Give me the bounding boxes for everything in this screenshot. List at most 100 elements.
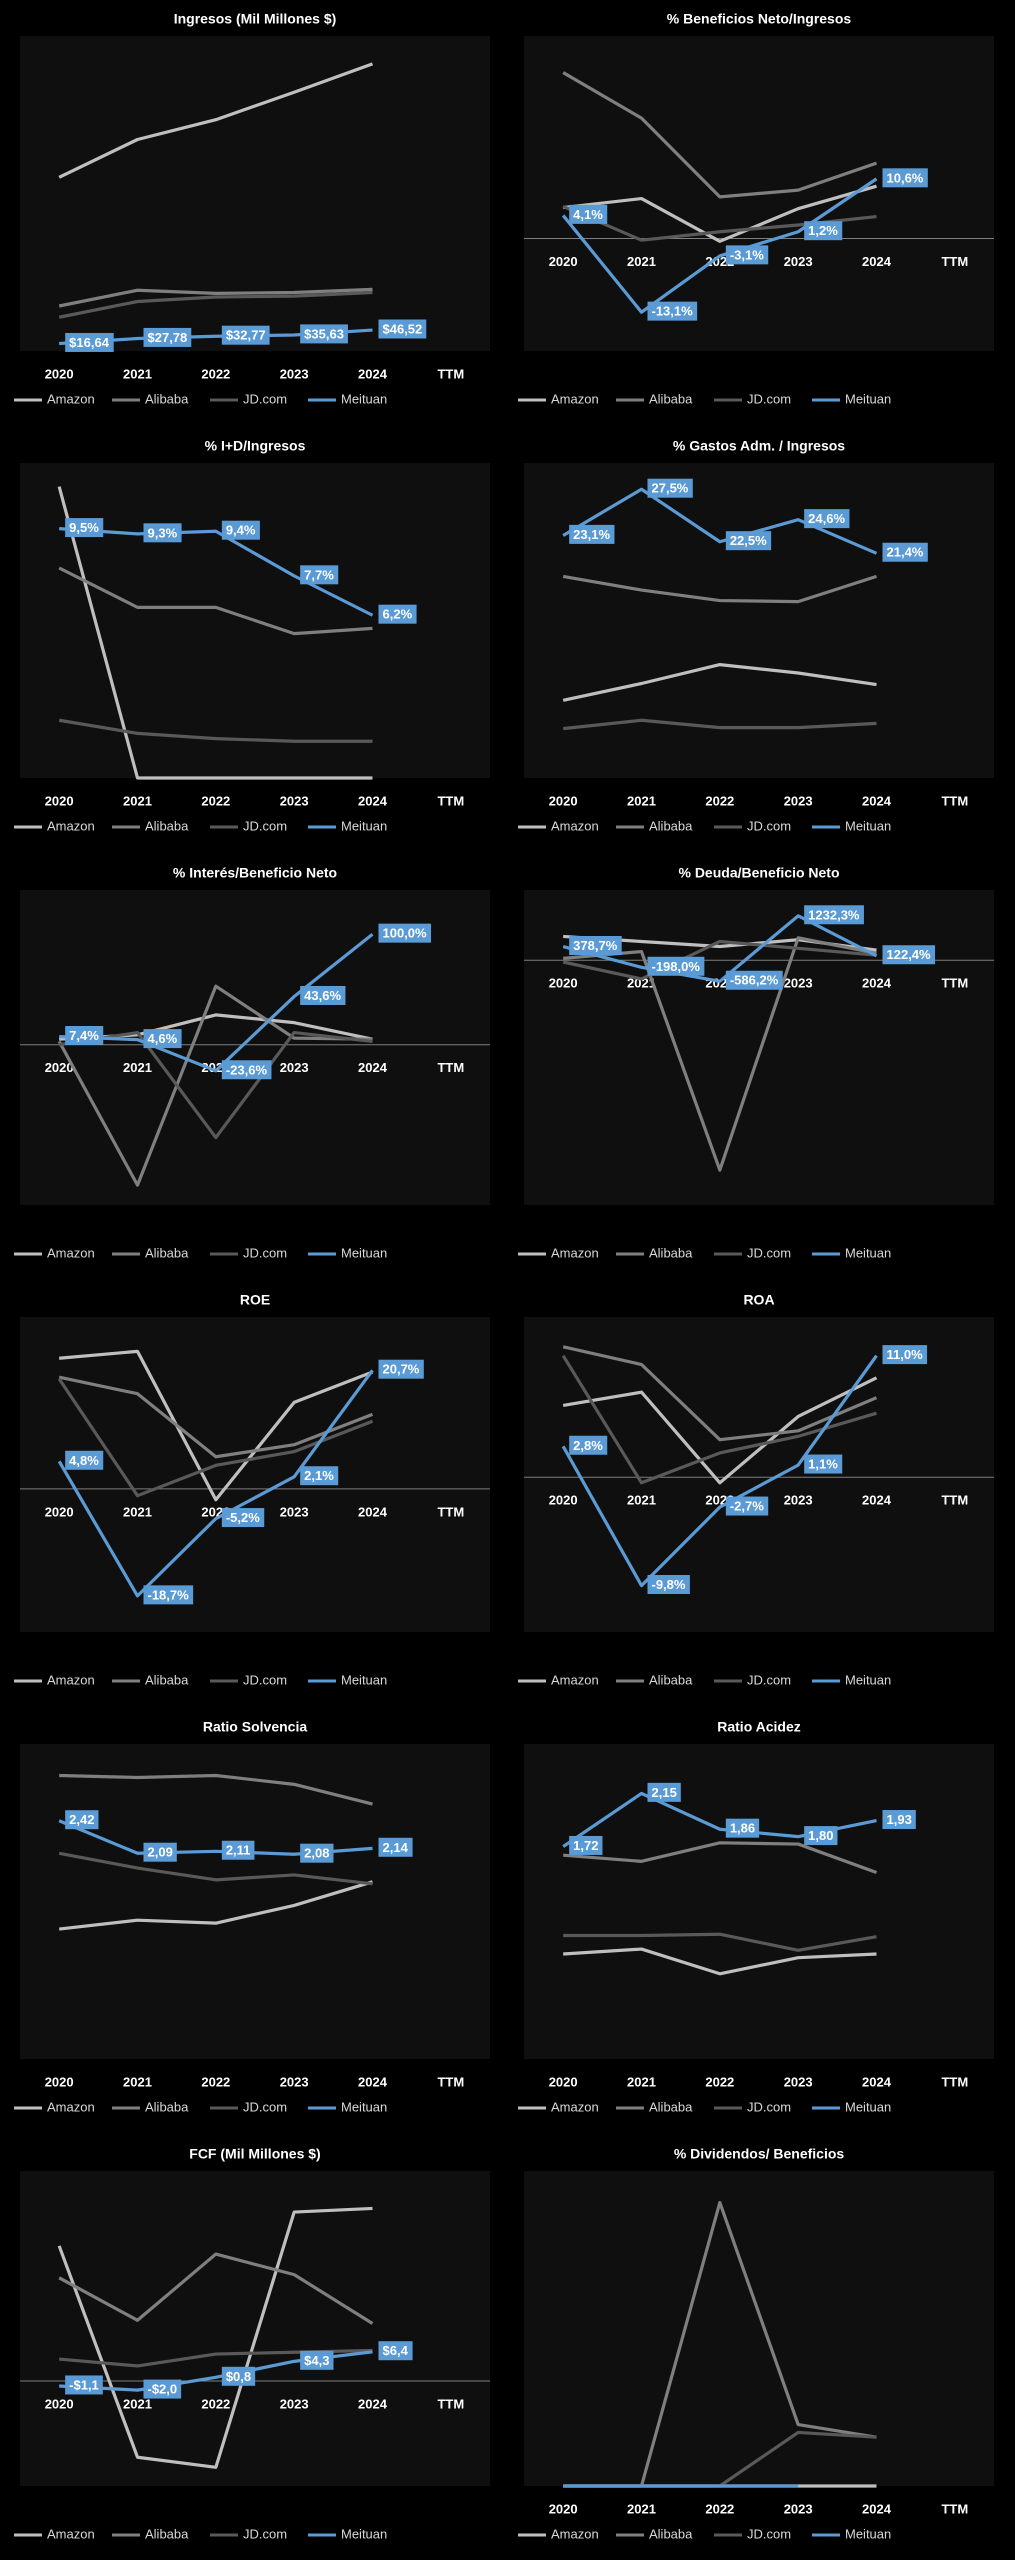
- data-label: 43,6%: [304, 988, 341, 1003]
- data-label-box: [65, 332, 114, 352]
- series-line: [562, 1345, 878, 1442]
- legend-label: Meituan: [845, 2099, 891, 2114]
- data-label: 21,4%: [887, 545, 924, 560]
- data-label: 4,8%: [69, 1453, 99, 1468]
- x-tick-label: TTM: [437, 1504, 464, 1519]
- legend-label: Amazon: [47, 391, 95, 406]
- x-tick-label: 2021: [627, 254, 656, 269]
- data-label-box: [300, 565, 339, 585]
- chart-title: Ratio Solvencia: [203, 1719, 307, 1735]
- series-line: [562, 71, 878, 199]
- data-label: $16,64: [69, 335, 110, 350]
- data-label: 22,5%: [730, 533, 767, 548]
- x-tick-label: 2024: [358, 366, 388, 381]
- data-label: 10,6%: [887, 170, 924, 185]
- data-label: 2,14: [383, 1840, 409, 1855]
- data-label-box: [300, 2350, 334, 2370]
- data-label-box: [221, 520, 260, 540]
- x-tick-label: 2021: [123, 793, 152, 808]
- x-tick-label: 2023: [784, 2074, 813, 2089]
- x-tick-label: 2024: [358, 793, 388, 808]
- series-line: [58, 1375, 374, 1459]
- x-tick-label: 2021: [627, 1493, 656, 1508]
- data-label-box: [882, 945, 936, 965]
- data-label-box: [882, 168, 928, 188]
- data-label-box: [65, 2375, 103, 2395]
- legend-label: JD.com: [243, 1245, 287, 1260]
- chart-title: % Deuda/Beneficio Neto: [678, 865, 839, 881]
- data-label-box: [221, 1840, 255, 1860]
- legend-label: JD.com: [243, 2526, 287, 2541]
- data-label-box: [647, 301, 698, 321]
- x-tick-label: 2023: [280, 793, 309, 808]
- data-label-box: [378, 1359, 424, 1379]
- plot-area: [20, 1744, 490, 2059]
- data-label: 2,08: [304, 1846, 329, 1861]
- series-line: [562, 1376, 878, 1485]
- data-label: 2,09: [148, 1845, 173, 1860]
- series-line: [58, 1851, 373, 1886]
- data-label: 2,15: [652, 1785, 677, 1800]
- data-label-box: [221, 1060, 272, 1080]
- legend-label: Meituan: [845, 391, 891, 406]
- data-label: 11,0%: [887, 1347, 924, 1362]
- data-label-box: [221, 1508, 265, 1528]
- chart-title: Ingresos (Mil Millones $): [174, 11, 337, 27]
- x-tick-label: 2022: [705, 793, 734, 808]
- legend-label: Alibaba: [649, 391, 693, 406]
- data-label-box: [300, 985, 346, 1005]
- x-tick-label: 2024: [862, 2501, 892, 2516]
- data-label-box: [647, 1782, 681, 1802]
- legend-label: Alibaba: [145, 2526, 189, 2541]
- data-label: $6,4: [383, 2343, 409, 2358]
- series-line: [59, 1773, 373, 1806]
- x-tick-label: 2020: [549, 254, 578, 269]
- data-label: 7,4%: [69, 1028, 99, 1043]
- data-label: 1,2%: [808, 223, 838, 238]
- legend-label: Amazon: [47, 2099, 95, 2114]
- legend-label: JD.com: [243, 2099, 287, 2114]
- data-label: $0,8: [226, 2369, 251, 2384]
- series-line: [58, 1030, 373, 1140]
- legend-label: JD.com: [243, 818, 287, 833]
- series-line: [57, 486, 373, 780]
- data-label-box: [378, 923, 432, 943]
- x-tick-label: TTM: [437, 793, 464, 808]
- legend-label: Alibaba: [649, 818, 693, 833]
- legend-label: Meituan: [845, 1672, 891, 1687]
- plot-area: [524, 1744, 994, 2059]
- legend-label: Amazon: [551, 391, 599, 406]
- x-tick-label: 2021: [123, 1060, 152, 1075]
- data-label-box: [647, 478, 693, 498]
- x-tick-label: 2021: [627, 2501, 656, 2516]
- legend-label: Meituan: [845, 818, 891, 833]
- data-label-box: [725, 531, 772, 551]
- series-line: [562, 718, 877, 731]
- series-line: [563, 1841, 878, 1874]
- series-line: [58, 62, 374, 179]
- data-label: -18,7%: [148, 1587, 190, 1602]
- data-label-box: [804, 1826, 838, 1846]
- series-line: [562, 914, 878, 983]
- series-line: [58, 290, 373, 319]
- x-tick-label: 2024: [862, 254, 892, 269]
- data-label: 9,3%: [148, 525, 178, 540]
- data-label: 4,6%: [148, 1031, 178, 1046]
- x-tick-label: TTM: [437, 2074, 464, 2089]
- data-label-box: [569, 204, 608, 224]
- series-line: [58, 2252, 374, 2325]
- legend-label: Amazon: [47, 2526, 95, 2541]
- series-line: [57, 2206, 373, 2469]
- series-line: [562, 939, 877, 981]
- chart-title: % Interés/Beneficio Neto: [173, 865, 337, 881]
- x-tick-label: 2022: [201, 2074, 230, 2089]
- data-label-box: [65, 1810, 99, 1830]
- data-label: 1,93: [887, 1812, 912, 1827]
- x-tick-label: 2020: [45, 1060, 74, 1075]
- data-label-box: [378, 604, 417, 624]
- data-label-box: [569, 936, 622, 956]
- series-line: [57, 1369, 374, 1598]
- data-label-box: [882, 1345, 928, 1365]
- x-tick-label: 2024: [358, 2074, 388, 2089]
